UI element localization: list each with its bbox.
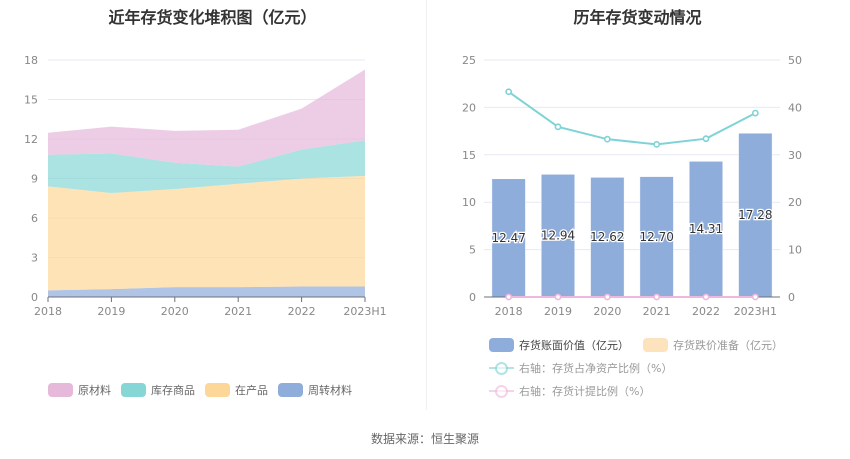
y-right-tick-label: 0 bbox=[788, 291, 795, 304]
legend-item[interactable]: 存货账面价值（亿元） bbox=[489, 337, 629, 353]
bar-data-label: 17.28 bbox=[738, 208, 772, 222]
y-left-tick-label: 20 bbox=[462, 101, 476, 114]
y-right-tick-label: 50 bbox=[788, 54, 802, 67]
legend-label: 右轴：存货计提比例（%） bbox=[519, 385, 651, 398]
x-tick-label: 2023H1 bbox=[734, 305, 777, 318]
legend-item[interactable]: 在产品 bbox=[205, 382, 268, 398]
area-库存商品 bbox=[48, 140, 365, 193]
x-tick-label: 2018 bbox=[34, 305, 62, 318]
y-tick-label: 18 bbox=[24, 54, 38, 67]
legend-swatch bbox=[48, 383, 73, 397]
legend-swatch bbox=[205, 383, 230, 397]
data-source: 数据来源：恒生聚源 bbox=[370, 432, 479, 446]
line-point bbox=[702, 135, 710, 143]
right-chart-legend-line-1: 右轴：存货占净资产比例（%） bbox=[489, 360, 682, 376]
y-tick-label: 12 bbox=[24, 133, 38, 146]
legend-item[interactable]: 库存商品 bbox=[121, 382, 195, 398]
legend-label: 在产品 bbox=[235, 384, 268, 397]
legend-label: 周转材料 bbox=[308, 384, 352, 397]
line-point bbox=[603, 293, 611, 301]
line-point bbox=[751, 293, 759, 301]
area-原材料 bbox=[48, 69, 365, 167]
bar-data-label: 12.47 bbox=[491, 231, 525, 245]
legend-line-symbol bbox=[489, 384, 514, 398]
right-chart-title: 历年存货变动情况 bbox=[573, 8, 702, 27]
y-tick-label: 0 bbox=[31, 291, 38, 304]
legend-label: 存货跌价准备（亿元） bbox=[673, 339, 783, 352]
bar bbox=[540, 174, 576, 298]
legend-label: 原材料 bbox=[78, 384, 111, 397]
bar bbox=[688, 161, 724, 298]
bar bbox=[590, 177, 625, 298]
legend-swatch bbox=[121, 383, 146, 397]
x-tick-label: 2020 bbox=[161, 305, 189, 318]
y-right-tick-label: 20 bbox=[788, 196, 802, 209]
chart-divider bbox=[426, 0, 427, 410]
x-tick-label: 2023H1 bbox=[343, 305, 386, 318]
y-right-tick-label: 40 bbox=[788, 101, 802, 114]
bar bbox=[491, 178, 526, 298]
left-chart-legend: 原材料 库存商品 在产品 周转材料 bbox=[48, 382, 362, 398]
legend-item[interactable]: 原材料 bbox=[48, 382, 111, 398]
line-point bbox=[751, 109, 759, 117]
right-chart-legend-bars: 存货账面价值（亿元） 存货跌价准备（亿元） bbox=[489, 337, 797, 353]
legend-line-symbol bbox=[489, 361, 514, 375]
line-point bbox=[653, 293, 661, 301]
legend-item[interactable]: 存货跌价准备（亿元） bbox=[643, 337, 783, 353]
line-point bbox=[505, 293, 513, 301]
y-left-tick-label: 10 bbox=[462, 196, 476, 209]
legend-swatch bbox=[278, 383, 303, 397]
x-tick-label: 2020 bbox=[593, 305, 621, 318]
legend-item[interactable]: 右轴：存货计提比例（%） bbox=[489, 383, 650, 399]
bar-data-label: 12.62 bbox=[590, 230, 624, 244]
bar-line-chart: 0 5 10 15 20 25 0 10 20 30 40 50 2018 2019 2020 2021 202… bbox=[462, 54, 802, 318]
line-point bbox=[554, 293, 562, 301]
x-tick-label: 2022 bbox=[692, 305, 720, 318]
right-chart-legend-line-2: 右轴：存货计提比例（%） bbox=[489, 383, 660, 399]
y-tick-label: 9 bbox=[31, 173, 38, 186]
x-tick-label: 2019 bbox=[97, 305, 125, 318]
legend-swatch bbox=[489, 338, 514, 352]
bar-data-label: 14.31 bbox=[689, 222, 723, 236]
x-tick-label: 2019 bbox=[544, 305, 572, 318]
area-周转材料 bbox=[48, 286, 365, 297]
line-point bbox=[554, 123, 562, 131]
legend-swatch bbox=[643, 338, 668, 352]
x-tick-label: 2022 bbox=[288, 305, 316, 318]
stacked-area-chart: 0 3 6 9 12 15 18 2018 2019 2020 2021 2022 2023H1 bbox=[24, 54, 387, 318]
legend-item[interactable]: 右轴：存货占净资产比例（%） bbox=[489, 360, 672, 376]
left-chart-title: 近年存货变化堆积图（亿元） bbox=[108, 8, 317, 27]
bar-data-label: 12.94 bbox=[541, 229, 575, 243]
line-point bbox=[603, 135, 611, 143]
y-left-tick-label: 0 bbox=[469, 291, 476, 304]
y-left-tick-label: 25 bbox=[462, 54, 476, 67]
line-point bbox=[653, 140, 661, 148]
y-right-tick-label: 10 bbox=[788, 244, 802, 257]
x-tick-label: 2021 bbox=[643, 305, 671, 318]
line-net-asset-ratio bbox=[508, 90, 756, 146]
y-tick-label: 3 bbox=[31, 252, 38, 265]
y-tick-label: 15 bbox=[24, 94, 38, 107]
y-left-tick-label: 5 bbox=[469, 244, 476, 257]
y-tick-label: 6 bbox=[31, 212, 38, 225]
x-tick-label: 2021 bbox=[224, 305, 252, 318]
legend-item[interactable]: 周转材料 bbox=[278, 382, 352, 398]
bar-data-label: 12.70 bbox=[639, 230, 673, 244]
y-right-tick-label: 30 bbox=[788, 149, 802, 162]
legend-label: 右轴：存货占净资产比例（%） bbox=[519, 362, 673, 375]
y-left-tick-label: 15 bbox=[462, 149, 476, 162]
bar bbox=[738, 132, 773, 298]
line-point bbox=[505, 88, 513, 96]
line-point bbox=[702, 293, 710, 301]
legend-label: 库存商品 bbox=[151, 384, 195, 397]
area-在产品 bbox=[48, 175, 365, 291]
legend-label: 存货账面价值（亿元） bbox=[519, 339, 629, 352]
x-tick-label: 2018 bbox=[495, 305, 523, 318]
